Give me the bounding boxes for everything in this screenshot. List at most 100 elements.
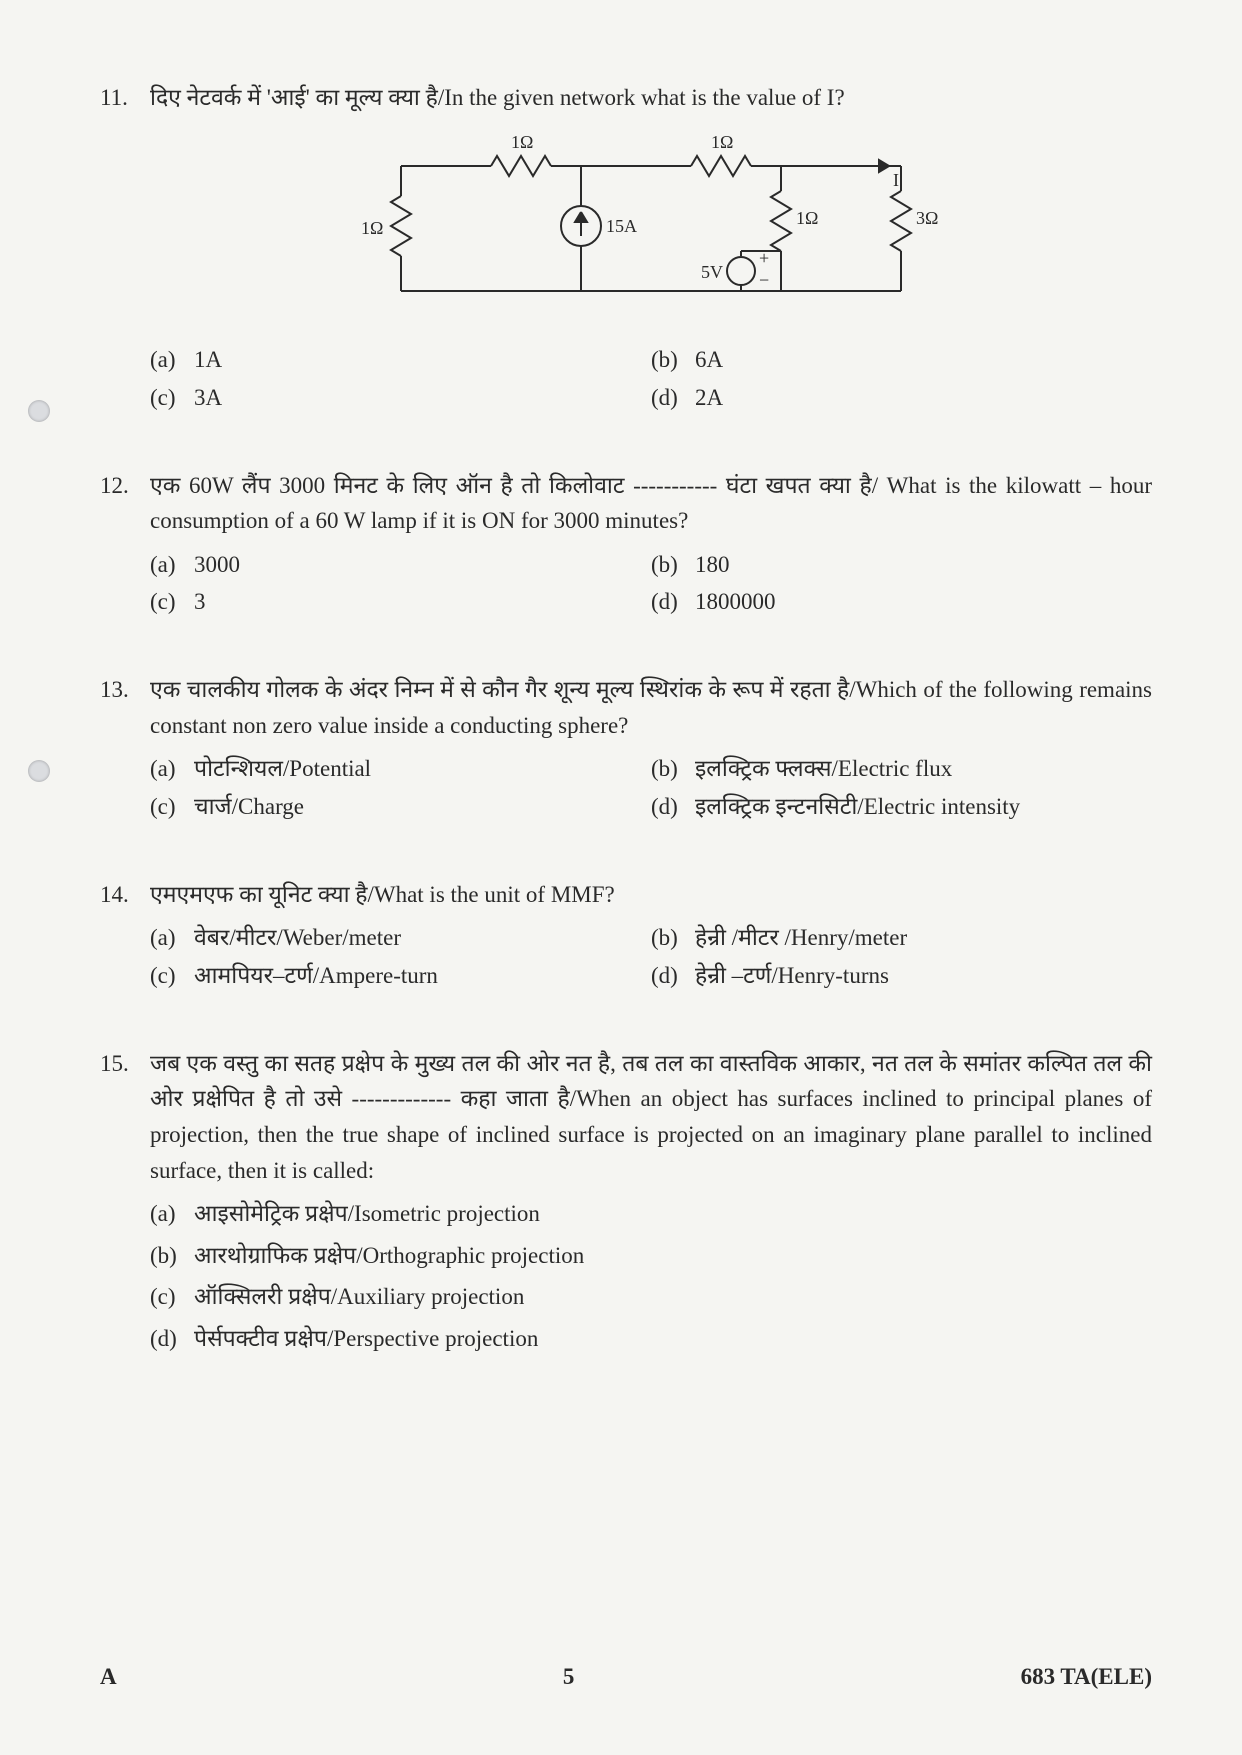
question-number: 14.	[100, 877, 150, 996]
option-label: (c)	[150, 1279, 194, 1315]
label-r-right: 3Ω	[916, 208, 938, 228]
option-d: (d) इलक्ट्रिक इन्टनसिटी/Electric intensi…	[651, 789, 1152, 825]
question-text: एमएमएफ का यूनिट क्या है/What is the unit…	[150, 877, 1152, 913]
option-text: हेन्री /मीटर /Henry/meter	[695, 920, 1152, 956]
punch-hole	[28, 400, 50, 422]
option-label: (b)	[651, 547, 695, 583]
option-d: (d) 1800000	[651, 584, 1152, 620]
question-number: 15.	[100, 1046, 150, 1363]
option-label: (b)	[651, 920, 695, 956]
option-label: (a)	[150, 1196, 194, 1232]
option-label: (c)	[150, 958, 194, 994]
option-text: 1800000	[695, 584, 1152, 620]
option-text: चार्ज/Charge	[194, 789, 651, 825]
option-text: वेबर/मीटर/Weber/meter	[194, 920, 651, 956]
option-label: (a)	[150, 547, 194, 583]
option-b: (b) इलक्ट्रिक फ्लक्स/Electric flux	[651, 751, 1152, 787]
option-b: (b) 6A	[651, 342, 1152, 378]
option-text: 1A	[194, 342, 651, 378]
option-label: (a)	[150, 751, 194, 787]
option-text: आरथोग्राफिक प्रक्षेप/Orthographic projec…	[194, 1238, 1152, 1274]
option-text: आइसोमेट्रिक प्रक्षेप/Isometric projectio…	[194, 1196, 1152, 1232]
option-label: (c)	[150, 584, 194, 620]
footer-left: A	[100, 1659, 117, 1695]
label-minus: −	[759, 270, 769, 290]
label-r-mid: 1Ω	[796, 208, 818, 228]
question-text: एक चालकीय गोलक के अंदर निम्न में से कौन …	[150, 672, 1152, 743]
question-15: 15. जब एक वस्तु का सतह प्रक्षेप के मुख्य…	[100, 1046, 1152, 1363]
label-src-v: 5V	[701, 262, 723, 282]
question-12: 12. एक 60W लैंप 3000 मिनट के लिए ऑन है त…	[100, 468, 1152, 623]
options: (a) 3000 (b) 180 (c) 3 (d) 1800000	[150, 547, 1152, 622]
question-body: एमएमएफ का यूनिट क्या है/What is the unit…	[150, 877, 1152, 996]
exam-page: 11. दिए नेटवर्क में 'आई' का मूल्य क्या ह…	[0, 0, 1242, 1755]
options: (a) 1A (b) 6A (c) 3A (d) 2A	[150, 342, 1152, 417]
option-c: (c) 3	[150, 584, 651, 620]
option-label: (b)	[651, 342, 695, 378]
question-13: 13. एक चालकीय गोलक के अंदर निम्न में से …	[100, 672, 1152, 827]
option-text: 2A	[695, 380, 1152, 416]
page-footer: A 5 683 TA(ELE)	[100, 1659, 1152, 1695]
options: (a) आइसोमेट्रिक प्रक्षेप/Isometric proje…	[150, 1196, 1152, 1357]
circuit-diagram: 1Ω 1Ω 1Ω 1Ω 3Ω 15A 5V + − I	[150, 126, 1152, 327]
option-label: (d)	[150, 1321, 194, 1357]
question-body: दिए नेटवर्क में 'आई' का मूल्य क्या है/In…	[150, 80, 1152, 418]
label-r-top1: 1Ω	[511, 132, 533, 152]
option-text: 3	[194, 584, 651, 620]
option-text: ऑक्सिलरी प्रक्षेप/Auxiliary projection	[194, 1279, 1152, 1315]
option-b: (b) 180	[651, 547, 1152, 583]
option-label: (b)	[651, 751, 695, 787]
option-b: (b) आरथोग्राफिक प्रक्षेप/Orthographic pr…	[150, 1238, 1152, 1274]
option-text: पेर्सपक्टीव प्रक्षेप/Perspective project…	[194, 1321, 1152, 1357]
option-a: (a) वेबर/मीटर/Weber/meter	[150, 920, 651, 956]
options: (a) पोटन्शियल/Potential (b) इलक्ट्रिक फ्…	[150, 751, 1152, 826]
label-i-arrow: I	[893, 170, 899, 190]
option-text: 180	[695, 547, 1152, 583]
option-text: इलक्ट्रिक फ्लक्स/Electric flux	[695, 751, 1152, 787]
option-d: (d) पेर्सपक्टीव प्रक्षेप/Perspective pro…	[150, 1321, 1152, 1357]
label-src-i: 15A	[606, 216, 637, 236]
options: (a) वेबर/मीटर/Weber/meter (b) हेन्री /मी…	[150, 920, 1152, 995]
option-a: (a) 3000	[150, 547, 651, 583]
question-text: जब एक वस्तु का सतह प्रक्षेप के मुख्य तल …	[150, 1046, 1152, 1189]
question-text: दिए नेटवर्क में 'आई' का मूल्य क्या है/In…	[150, 80, 1152, 116]
option-label: (a)	[150, 342, 194, 378]
footer-right: 683 TA(ELE)	[1021, 1659, 1152, 1695]
option-a: (a) पोटन्शियल/Potential	[150, 751, 651, 787]
option-d: (d) हेन्री –टर्ण/Henry-turns	[651, 958, 1152, 994]
option-text: 3A	[194, 380, 651, 416]
option-label: (b)	[150, 1238, 194, 1274]
option-text: आमपियर–टर्ण/Ampere-turn	[194, 958, 651, 994]
question-number: 11.	[100, 80, 150, 418]
question-body: जब एक वस्तु का सतह प्रक्षेप के मुख्य तल …	[150, 1046, 1152, 1363]
question-number: 13.	[100, 672, 150, 827]
question-11: 11. दिए नेटवर्क में 'आई' का मूल्य क्या ह…	[100, 80, 1152, 418]
option-c: (c) 3A	[150, 380, 651, 416]
option-text: 3000	[194, 547, 651, 583]
option-b: (b) हेन्री /मीटर /Henry/meter	[651, 920, 1152, 956]
label-r-top2: 1Ω	[711, 132, 733, 152]
question-body: एक 60W लैंप 3000 मिनट के लिए ऑन है तो कि…	[150, 468, 1152, 623]
option-label: (d)	[651, 584, 695, 620]
option-label: (c)	[150, 380, 194, 416]
option-label: (d)	[651, 789, 695, 825]
question-body: एक चालकीय गोलक के अंदर निम्न में से कौन …	[150, 672, 1152, 827]
option-label: (a)	[150, 920, 194, 956]
question-14: 14. एमएमएफ का यूनिट क्या है/What is the …	[100, 877, 1152, 996]
footer-center: 5	[563, 1659, 575, 1695]
punch-hole	[28, 760, 50, 782]
option-text: हेन्री –टर्ण/Henry-turns	[695, 958, 1152, 994]
option-text: 6A	[695, 342, 1152, 378]
option-a: (a) आइसोमेट्रिक प्रक्षेप/Isometric proje…	[150, 1196, 1152, 1232]
option-label: (d)	[651, 380, 695, 416]
option-c: (c) ऑक्सिलरी प्रक्षेप/Auxiliary projecti…	[150, 1279, 1152, 1315]
option-d: (d) 2A	[651, 380, 1152, 416]
option-c: (c) आमपियर–टर्ण/Ampere-turn	[150, 958, 651, 994]
question-number: 12.	[100, 468, 150, 623]
option-text: पोटन्शियल/Potential	[194, 751, 651, 787]
label-r-left: 1Ω	[361, 218, 383, 238]
option-label: (c)	[150, 789, 194, 825]
question-text: एक 60W लैंप 3000 मिनट के लिए ऑन है तो कि…	[150, 468, 1152, 539]
option-a: (a) 1A	[150, 342, 651, 378]
option-c: (c) चार्ज/Charge	[150, 789, 651, 825]
